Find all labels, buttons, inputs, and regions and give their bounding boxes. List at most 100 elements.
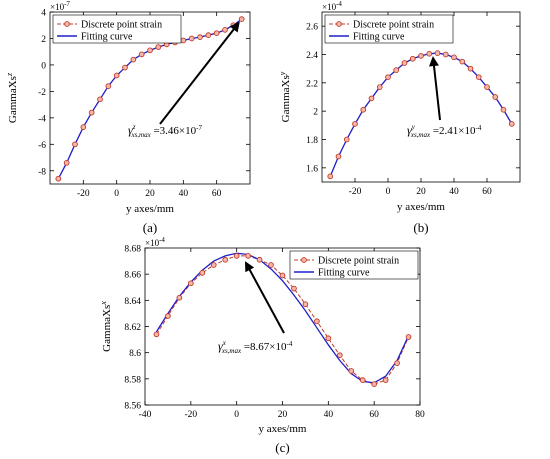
chart-panel-c: -40 -20 0 20 40 60 80 8.56 8.58 8.6 8.62 8.64 8.66 8.… <box>99 236 425 455</box>
data-point <box>113 72 120 79</box>
x-tick-label: 20 <box>416 187 426 197</box>
annotation-sub: xs,max <box>221 347 242 355</box>
y-axis-label-sup: y <box>278 71 287 76</box>
annotation-arrowhead <box>429 56 439 67</box>
data-point <box>199 270 206 276</box>
x-tick-label: 40 <box>449 187 459 197</box>
annotation-label: γx xs,max =8.67×10-4 <box>218 339 293 355</box>
data-point <box>418 53 424 59</box>
series-line <box>155 252 410 384</box>
legend-box <box>52 14 182 44</box>
annotation-arrowhead <box>244 261 255 273</box>
y-tick-label: 2.2 <box>306 79 318 89</box>
data-point <box>459 58 466 65</box>
chart-panel-b: -20 0 20 40 601.61.822.22.42.6×10-4y axes/mm… <box>278 0 521 235</box>
x-tick-label: 20 <box>278 410 288 420</box>
annotation-symbol: γ <box>407 123 412 137</box>
data-point <box>268 262 274 268</box>
legend-label: Fitting curve <box>353 32 405 43</box>
y-tick-label: 2.4 <box>306 51 318 61</box>
annotation-sub: xs,max <box>410 131 431 139</box>
y-axis-label-sup: x <box>99 301 108 306</box>
y-tick-label: 0 <box>41 61 46 71</box>
x-tick-label: -40 <box>139 410 152 420</box>
y-axis-label: GammaXsx <box>99 301 113 352</box>
data-point <box>122 64 128 71</box>
data-point <box>63 159 70 166</box>
x-tick-label: 20 <box>145 189 155 199</box>
data-point <box>382 377 389 383</box>
data-point <box>302 301 309 308</box>
annotation: γx xs,max =8.67×10-4 <box>218 261 293 355</box>
data-point <box>245 253 251 259</box>
data-point <box>451 54 457 61</box>
data-point <box>467 65 474 72</box>
y-tick-label: 8.58 <box>124 375 141 385</box>
x-axis-label: y axes/mm <box>259 423 307 435</box>
y-axis-label: GammaXsy <box>278 71 292 122</box>
data-point <box>176 294 183 301</box>
x-tick-label: 0 <box>386 187 391 197</box>
annotation-sub: xs,max <box>130 131 151 139</box>
annotation-power: -4 <box>476 124 482 132</box>
series-fitting-curve <box>155 252 410 384</box>
data-point <box>394 360 400 366</box>
annotation-arrowhead <box>229 21 240 33</box>
data-point <box>385 74 391 81</box>
x-tick-label: 60 <box>369 410 379 420</box>
x-tick-label: 60 <box>212 189 222 199</box>
data-point <box>55 175 62 182</box>
legend-entry: Discrete point strain <box>57 20 162 31</box>
data-point <box>442 51 449 58</box>
data-point <box>72 141 78 148</box>
data-point <box>348 368 355 374</box>
data-point <box>409 55 416 62</box>
y-tick-label: -8 <box>38 167 46 177</box>
data-point <box>314 318 320 325</box>
data-point <box>376 84 383 90</box>
panel-label: (b) <box>413 220 428 235</box>
exponent-power: -4 <box>336 0 342 8</box>
data-point <box>155 44 162 50</box>
annotation-value: =3.46×10 <box>151 125 197 137</box>
legend-entry: Fitting curve <box>294 268 370 279</box>
data-point <box>393 67 400 73</box>
data-point <box>291 285 297 292</box>
x-tick-label: 80 <box>415 410 425 420</box>
data-point <box>327 173 334 180</box>
data-point <box>405 334 412 340</box>
data-point-markers <box>153 253 412 387</box>
x-tick-label: -20 <box>184 410 197 420</box>
exponent-power: -4 <box>159 236 165 244</box>
legend-swatch-marker <box>301 257 307 263</box>
legend-box <box>289 250 419 280</box>
data-point <box>352 121 358 127</box>
annotation-arrow-shaft <box>159 25 237 125</box>
exponent-base: ×10 <box>322 2 337 12</box>
y-tick-label: 1.6 <box>306 164 318 174</box>
exponent-base: ×10 <box>50 2 65 12</box>
data-point <box>138 51 145 58</box>
y-tick-label: -2 <box>38 88 46 98</box>
data-point <box>205 32 212 39</box>
x-tick-label: -20 <box>349 187 362 197</box>
legend-entry: Discrete point strain <box>294 256 399 267</box>
legend-label: Discrete point strain <box>353 20 434 31</box>
series-discrete-points <box>329 52 513 177</box>
x-axis-label: y axes/mm <box>397 201 445 213</box>
data-point-markers <box>55 16 245 182</box>
panel-label: (c) <box>275 440 289 455</box>
data-point <box>187 280 194 287</box>
annotation-power: -4 <box>287 340 293 348</box>
x-axis-label: y axes/mm <box>126 203 174 215</box>
series-line <box>329 52 513 177</box>
annotation-symbol: γ <box>128 123 133 137</box>
data-point <box>368 95 375 102</box>
data-point <box>359 377 366 383</box>
annotation-sup: x <box>222 339 227 347</box>
axis-exponent: ×10-4 <box>322 0 342 12</box>
x-tick-label: -20 <box>77 189 90 199</box>
